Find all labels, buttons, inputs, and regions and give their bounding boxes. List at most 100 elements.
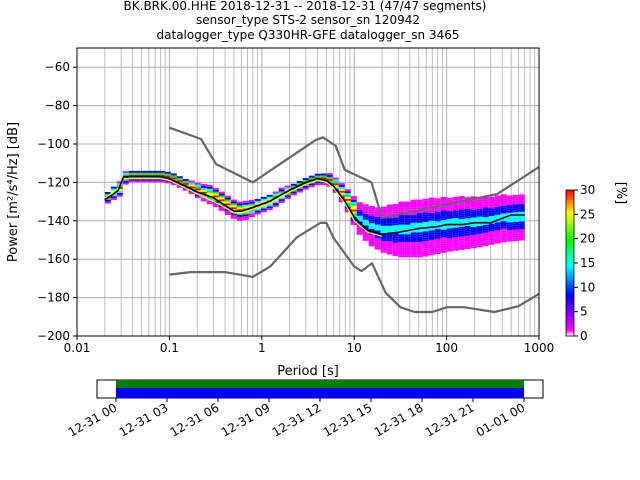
histogram-cell <box>224 205 231 208</box>
histogram-cell <box>476 220 483 223</box>
histogram-cell <box>128 180 135 183</box>
histogram-cell <box>386 223 393 226</box>
histogram-cell <box>380 225 387 228</box>
histogram-cell <box>380 229 387 232</box>
histogram-cell <box>440 198 447 201</box>
histogram-cell <box>416 230 423 233</box>
histogram-cell <box>416 220 423 223</box>
histogram-cell <box>404 238 411 240</box>
histogram-cell <box>392 225 399 228</box>
histogram-cell <box>494 220 501 223</box>
histogram-cell <box>434 227 441 230</box>
histogram-cell <box>380 210 387 213</box>
histogram-cell <box>404 249 411 252</box>
histogram-cell <box>464 204 471 207</box>
histogram-cell <box>482 230 489 233</box>
histogram-cell <box>230 201 237 204</box>
histogram-cell <box>212 189 219 192</box>
histogram-cell <box>500 203 507 206</box>
histogram-cell <box>332 177 339 180</box>
histogram-cell <box>254 200 261 203</box>
histogram-cell <box>410 249 417 252</box>
histogram-cell <box>164 175 171 178</box>
histogram-cell <box>356 219 363 222</box>
histogram-cell <box>254 208 261 211</box>
histogram-cell <box>512 210 519 213</box>
histogram-cell <box>392 223 399 226</box>
histogram-cell <box>500 230 507 233</box>
histogram-cell <box>398 236 405 239</box>
histogram-cell <box>482 199 489 202</box>
histogram-cell <box>296 190 303 193</box>
histogram-cell <box>386 233 393 236</box>
histogram-cell <box>368 242 375 245</box>
histogram-cell <box>446 245 453 248</box>
histogram-cell <box>410 238 417 240</box>
timeline-bar-top <box>116 380 524 388</box>
histogram-cell <box>260 198 267 201</box>
histogram-cell <box>446 226 453 229</box>
histogram-cell <box>386 248 393 251</box>
histogram-cell <box>512 231 519 234</box>
histogram-cell <box>254 212 261 215</box>
histogram-cell <box>242 216 249 219</box>
histogram-cell <box>416 245 423 248</box>
histogram-cell <box>350 211 357 214</box>
histogram-cell <box>500 199 507 202</box>
histogram-cell <box>422 210 429 213</box>
histogram-cell <box>236 207 243 210</box>
histogram-cell <box>212 199 219 202</box>
histogram-cell <box>518 232 525 235</box>
histogram-cell <box>392 240 399 243</box>
histogram-cell <box>338 186 345 189</box>
histogram-cell <box>362 219 369 222</box>
y-tick-label: −80 <box>45 99 70 113</box>
histogram-cell <box>428 253 435 256</box>
histogram-cell <box>374 241 381 244</box>
histogram-cell <box>440 233 447 236</box>
histogram-cell <box>470 244 477 247</box>
histogram-cell <box>404 234 411 237</box>
histogram-cell <box>428 222 435 225</box>
histogram-cell <box>284 193 291 196</box>
histogram-cell <box>158 178 165 181</box>
histogram-cell <box>452 212 459 215</box>
histogram-cell <box>452 210 459 213</box>
histogram-cell <box>452 241 459 243</box>
histogram-cell <box>170 175 177 178</box>
histogram-cell <box>356 229 363 232</box>
histogram-cell <box>128 178 135 181</box>
histogram-cell <box>482 217 489 220</box>
histogram-cell <box>302 180 309 182</box>
histogram-cell <box>488 217 495 220</box>
histogram-cell <box>404 209 411 212</box>
histogram-cell <box>434 244 441 247</box>
histogram-cell <box>452 246 459 249</box>
y-ticks: −60 −80 −100 −120 −140 −160 −180 −200 <box>37 60 77 343</box>
histogram-cell <box>494 233 501 236</box>
histogram-cell <box>386 243 393 245</box>
histogram-cell <box>290 183 297 186</box>
histogram-cell <box>410 226 417 229</box>
histogram-cell <box>428 199 435 202</box>
histogram-cell <box>206 202 213 205</box>
histogram-cell <box>434 246 441 249</box>
histogram-cell <box>128 176 135 179</box>
histogram-cell <box>500 240 507 243</box>
histogram-cell <box>368 209 375 212</box>
histogram-cell <box>422 221 429 224</box>
histogram-cell <box>392 206 399 208</box>
histogram-cell <box>392 209 399 212</box>
histogram-cell <box>380 227 387 230</box>
histogram-cell <box>428 203 435 206</box>
histogram-cell <box>422 250 429 253</box>
histogram-cell <box>344 196 351 199</box>
histogram-cell <box>488 227 495 230</box>
histogram-cell <box>386 237 393 240</box>
histogram-cell <box>368 236 375 239</box>
histogram-cell <box>446 230 453 233</box>
histogram-cell <box>518 215 525 218</box>
histogram-cell <box>260 200 267 203</box>
histogram-cell <box>458 198 465 200</box>
histogram-cell <box>392 248 399 251</box>
